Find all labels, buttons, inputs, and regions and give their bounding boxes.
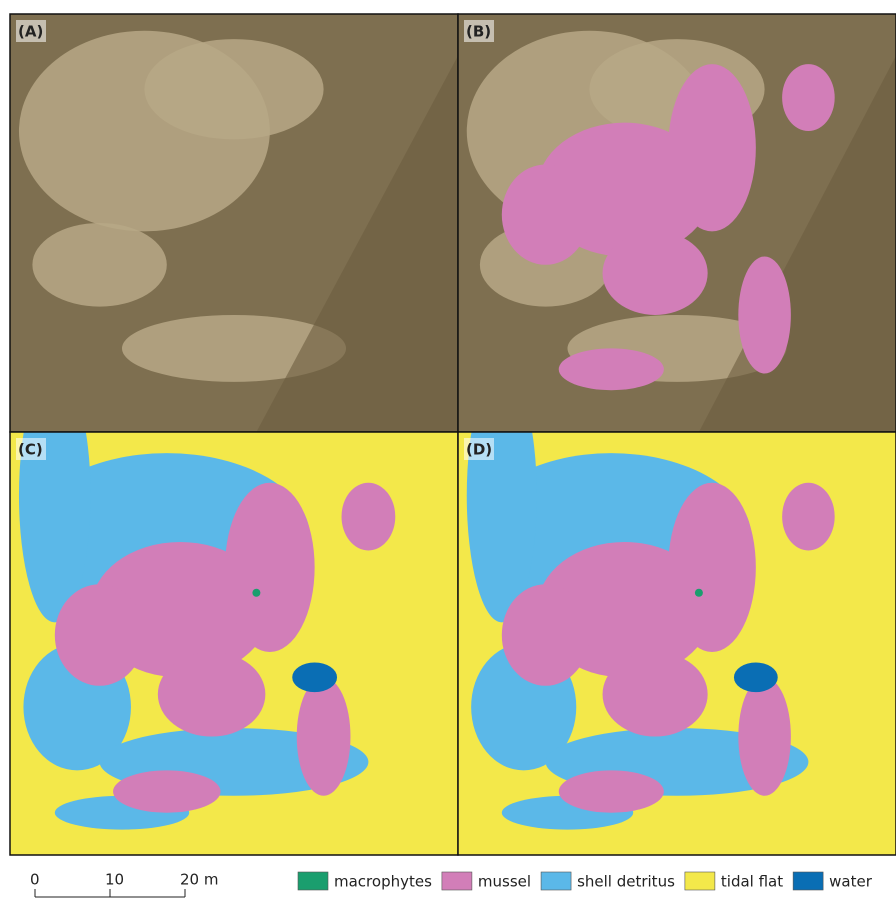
scale-label: 0 [30,871,40,889]
scale-label: 20 m [180,871,218,889]
map-panel [458,369,896,855]
legend-label: tidal flat [721,873,783,891]
macrophytes-area [252,589,260,597]
mussel-area [342,483,396,551]
mussel-area [559,770,664,812]
mussel-area [668,64,756,231]
mussel-area [603,231,708,315]
panel-label: (A) [18,23,43,41]
figure: (A) (B) (C) (D) 0 10 20 m macrophytes mussel shel… [0,0,896,906]
bright-area [144,39,323,139]
legend-swatch [442,872,472,890]
mussel-area [782,483,835,551]
mussel-area [782,64,835,131]
mussel-area [738,256,791,373]
mussel-area [668,483,756,652]
mussel-area [559,348,664,390]
map-panel [458,14,896,432]
mussel-area [502,584,590,686]
mussel-area [55,584,145,686]
legend-label: shell detritus [577,873,675,891]
water-area [292,663,337,693]
mussel-area [738,677,791,795]
legend-swatch [298,872,328,890]
scale-label: 10 [105,871,124,889]
mussel-area [603,652,708,737]
map-panel [10,369,458,855]
legend-label: mussel [478,873,531,891]
panel-label: (C) [18,441,43,459]
legend-swatch [541,872,571,890]
mussel-area [225,483,315,652]
legend-label: water [829,873,873,891]
mussel-area [297,677,351,795]
map-panel [10,14,458,432]
panel-label: (B) [466,23,491,41]
water-area [734,663,778,693]
bright-area [32,223,166,307]
panel-label: (D) [466,441,492,459]
mussel-area [158,652,266,737]
legend-label: macrophytes [334,873,432,891]
legend-swatch [793,872,823,890]
mussel-area [502,164,590,264]
macrophytes-area [695,589,703,597]
mussel-area [113,770,221,812]
legend-swatch [685,872,715,890]
